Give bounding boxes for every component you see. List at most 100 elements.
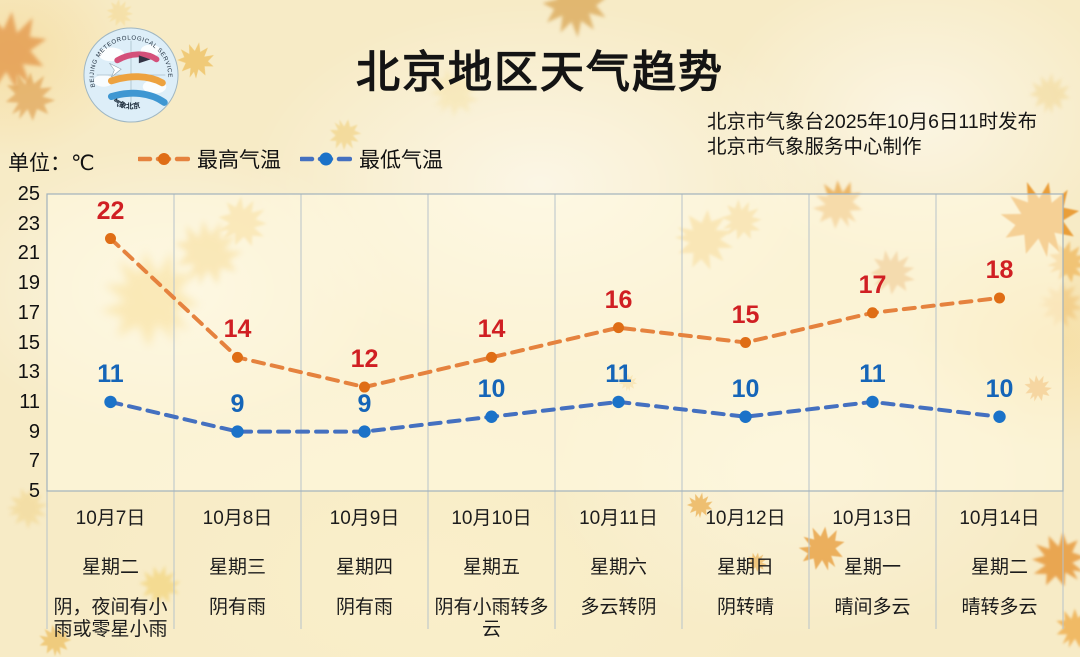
max-temp-value-label: 15	[731, 300, 760, 329]
max-temp-value-label: 16	[604, 285, 633, 314]
max-temp-value-label: 14	[223, 315, 252, 344]
maple-leaf-decoration	[668, 203, 741, 277]
weekday-label: 星期三	[208, 557, 266, 578]
y-axis-tick-label: 9	[28, 420, 40, 443]
date-label: 10月11日	[579, 508, 658, 529]
date-label: 10月10日	[451, 508, 532, 529]
maple-leaf-decoration	[162, 206, 254, 298]
legend-item-max-temp: 最高气温	[138, 146, 281, 172]
logo-swoosh-red	[114, 51, 160, 64]
produced-by-line: 北京市气象服务中心制作	[707, 136, 922, 158]
page-title: 北京地区天气趋势	[356, 48, 724, 97]
max-temp-point	[740, 337, 751, 348]
forecast-day-cell: 10月10日 星期五阴有小雨转多云	[428, 491, 555, 641]
publisher-info: 北京市气象台2025年10月6日11时发布 北京市气象服务中心制作	[707, 110, 1037, 160]
logo-shuttlecock	[109, 62, 122, 78]
min-temp-value-label: 10	[477, 374, 506, 403]
y-axis-tick-label: 15	[17, 331, 40, 354]
weather-description: 阴，夜间有小雨或零星小雨	[53, 597, 168, 640]
max-temp-point	[867, 307, 878, 319]
weather-description: 阴有雨	[208, 597, 266, 618]
weather-description: 晴间多云	[834, 597, 911, 618]
maple-leaf-decoration	[990, 168, 1080, 269]
y-axis-tick-label: 19	[17, 272, 40, 295]
date-label: 10月12日	[705, 508, 786, 529]
min-temp-point	[358, 425, 371, 438]
y-axis-tick-label: 7	[28, 450, 40, 473]
min-temp-value-label: 11	[97, 359, 124, 388]
forecast-day-cell: 10月8日星期三阴有雨	[174, 491, 301, 619]
plot-border	[46, 193, 1064, 492]
maple-leaf-decoration	[803, 169, 874, 240]
maple-leaf-decoration	[540, 0, 610, 41]
logo-arrow	[138, 55, 151, 64]
y-axis-tick-label: 17	[17, 301, 40, 324]
min-temp-value-label: 11	[859, 359, 886, 388]
weekday-label: 星期四	[335, 557, 393, 578]
legend-label-max-temp: 最高气温	[197, 149, 281, 172]
min-temp-value-label: 10	[731, 374, 760, 403]
forecast-day-cell: 10月11日 星期六多云转阴	[555, 491, 682, 619]
date-label: 10月14日	[959, 508, 1040, 529]
max-temp-value-label: 12	[350, 345, 379, 374]
forecast-day-cell: 10月9日星期四阴有雨	[301, 491, 428, 619]
min-temp-point	[231, 425, 244, 438]
plot-area	[47, 194, 1063, 491]
maple-leaf-decoration	[208, 187, 278, 257]
weekday-label: 星期日	[716, 557, 774, 578]
weather-description: 晴转多云	[961, 597, 1038, 618]
min-temp-value-label: 9	[357, 389, 372, 418]
forecast-day-cell: 10月14日 星期二晴转多云	[936, 491, 1063, 619]
date-label: 10月7日	[75, 508, 146, 529]
min-temp-point	[485, 410, 498, 423]
max-temp-point	[994, 292, 1005, 304]
y-axis-tick-label: 13	[17, 361, 40, 384]
min-temp-point	[612, 395, 625, 409]
min-temp-value-label: 10	[985, 374, 1014, 403]
min-temp-point	[739, 410, 752, 423]
date-label: 10月13日	[832, 508, 913, 529]
weather-description: 阴有小雨转多云	[434, 597, 549, 640]
min-temp-point	[104, 395, 117, 409]
max-temp-line-swatch-icon	[138, 153, 190, 165]
maple-leaf-decoration	[79, 227, 222, 370]
max-temp-value-label: 18	[985, 255, 1014, 284]
weather-description: 阴有雨	[335, 597, 393, 618]
max-temp-point	[613, 322, 624, 334]
min-temp-value-label: 11	[605, 359, 632, 388]
forecast-day-cell: 10月12日 星期日阴转晴	[682, 491, 809, 619]
min-temp-point	[866, 395, 879, 409]
maple-leaf-decoration	[1035, 278, 1080, 332]
issued-by-line: 北京市气象台2025年10月6日11时发布	[707, 111, 1038, 133]
max-temp-point	[232, 351, 243, 363]
min-temp-value-label: 9	[230, 389, 245, 418]
weekday-label: 星期六	[589, 557, 647, 578]
max-temp-point	[486, 351, 497, 363]
date-label: 10月9日	[329, 508, 400, 529]
weekday-label: 星期二	[81, 557, 139, 578]
min-temp-point	[993, 410, 1006, 423]
weekday-label: 星期二	[970, 557, 1028, 578]
legend-label-min-temp: 最低气温	[359, 149, 443, 172]
max-temp-point	[105, 233, 116, 245]
y-axis-tick-label: 23	[17, 212, 40, 235]
logo-swoosh-orange	[107, 73, 166, 87]
forecast-day-cell: 10月13日 星期一 晴间多云	[809, 491, 936, 619]
maple-leaf-decoration	[713, 191, 771, 249]
unit-label: 单位：℃	[8, 152, 95, 175]
logo-cloud	[93, 75, 114, 87]
y-axis-tick-label: 21	[17, 242, 40, 265]
forecast-day-cell: 10月7日星期二阴，夜间有小雨或零星小雨	[47, 491, 174, 641]
beijing-meteorological-service-logo: BEIJING METEOROLOGICAL SERVICE 气象北京	[83, 27, 179, 123]
weather-description: 阴转晴	[716, 597, 774, 618]
max-temp-value-label: 22	[96, 196, 125, 225]
logo-swoosh-blue	[107, 89, 168, 106]
max-temp-value-label: 17	[858, 270, 887, 299]
weather-description: 多云转阴	[580, 597, 657, 618]
weekday-label: 星期五	[462, 557, 520, 578]
y-axis-tick-label: 5	[28, 480, 40, 502]
min-temp-line-swatch-icon	[300, 152, 352, 166]
date-label: 10月8日	[202, 508, 273, 529]
y-axis-tick-label: 25	[17, 183, 40, 205]
